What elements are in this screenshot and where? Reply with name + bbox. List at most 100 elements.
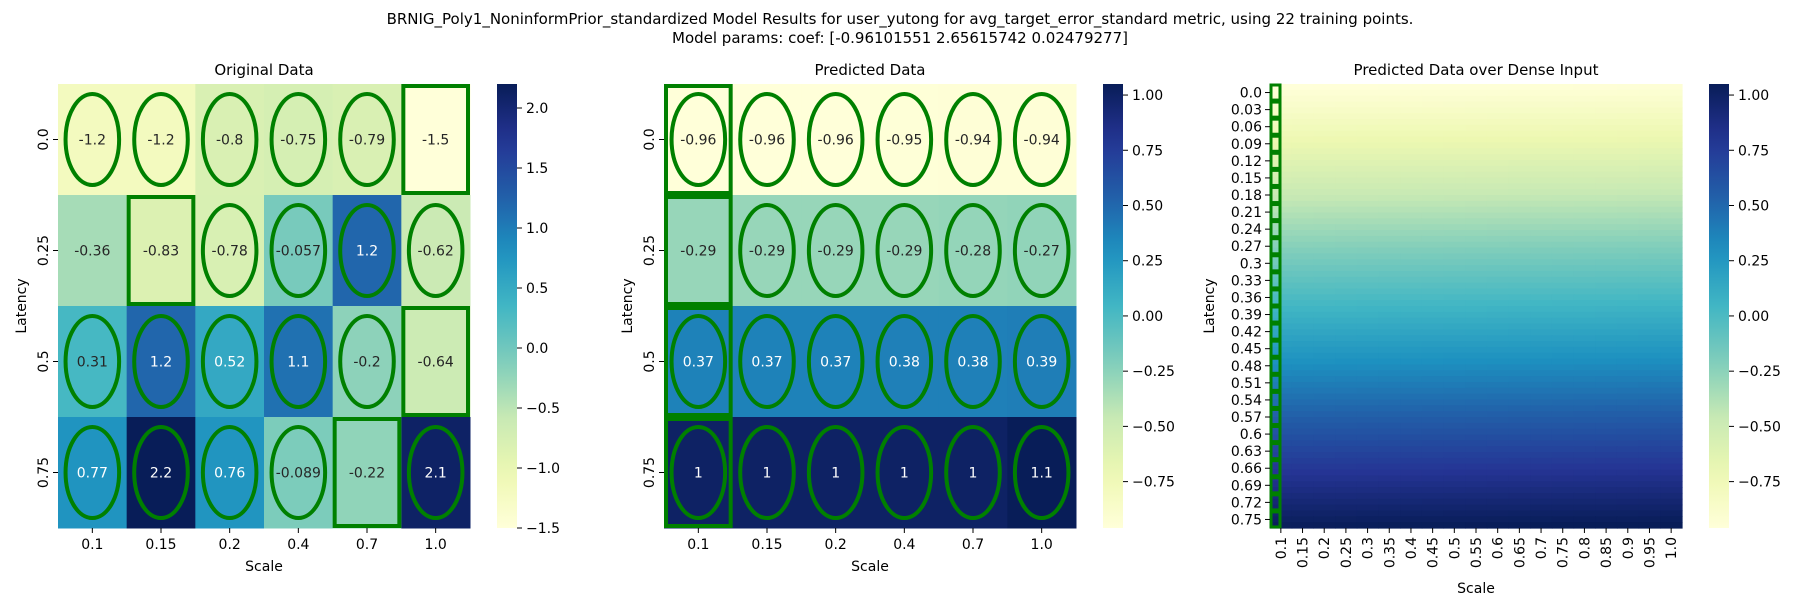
dense-heatmap-cell [1443, 224, 1466, 231]
dense-heatmap-cell [1291, 457, 1314, 465]
dense-heatmap-cell [1400, 376, 1423, 383]
dense-heatmap-cell [1638, 346, 1661, 354]
dense-heatmap-cell [1573, 399, 1596, 406]
dense-heatmap-cell [1465, 341, 1488, 348]
dense-heatmap-cell [1530, 306, 1553, 313]
dense-heatmap-cell [1595, 434, 1618, 441]
dense-heatmap-cell [1508, 481, 1531, 488]
dense-heatmap-cell [1573, 475, 1596, 482]
dense-heatmap-cell [1486, 381, 1510, 389]
dense-heatmap-cell [1335, 124, 1358, 132]
dense-heatmap-cell [1508, 95, 1531, 103]
dense-heatmap-cell [1616, 136, 1640, 144]
dense-heatmap-cell [1378, 516, 1401, 523]
dense-heatmap-cell [1356, 434, 1380, 441]
y-tick-label: 0.36 [1231, 290, 1262, 306]
cell-value-label: -0.96 [749, 133, 785, 149]
dense-heatmap-cell [1660, 154, 1683, 161]
dense-heatmap-cell [1291, 171, 1314, 179]
dense-heatmap-cell [1335, 89, 1358, 97]
dense-heatmap-cell [1551, 370, 1575, 377]
dense-heatmap-cell [1616, 171, 1640, 179]
dense-heatmap-cell [1335, 352, 1358, 360]
dense-heatmap-cell [1335, 446, 1358, 453]
dense-heatmap-cell [1486, 434, 1510, 441]
dense-heatmap-cell [1356, 294, 1380, 301]
dense-heatmap-cell [1660, 387, 1683, 395]
dense-heatmap-cell [1291, 323, 1314, 330]
dense-heatmap-cell [1443, 142, 1466, 149]
dense-heatmap-cell [1443, 440, 1466, 447]
dense-heatmap-cell [1551, 487, 1575, 494]
dense-heatmap-cell [1530, 452, 1553, 459]
dense-heatmap-cell [1400, 95, 1423, 103]
dense-heatmap-cell [1616, 492, 1640, 500]
dense-heatmap-cell [1356, 270, 1380, 278]
dense-heatmap-cell [1378, 107, 1401, 114]
training-point-marker [806, 313, 865, 410]
cell-value-label: 1.1 [1031, 466, 1053, 482]
dense-heatmap-cell [1595, 235, 1618, 243]
colorbar-tick-label: −0.50 [1738, 419, 1781, 435]
dense-heatmap-cell [1313, 358, 1336, 366]
dense-heatmap-cell [1421, 113, 1445, 120]
dense-heatmap-cell [1573, 434, 1596, 441]
dense-heatmap-cell [1400, 294, 1423, 301]
dense-heatmap-cell [1551, 195, 1575, 202]
dense-heatmap-cell [1291, 218, 1314, 225]
dense-heatmap-cell [1530, 504, 1553, 512]
dense-heatmap-cell [1638, 195, 1661, 202]
dense-heatmap-cell [1465, 411, 1488, 418]
dense-marker [1269, 254, 1282, 273]
dense-heatmap-cell [1530, 294, 1553, 301]
dense-heatmap-cell [1400, 317, 1423, 325]
dense-heatmap-cell [1660, 230, 1683, 237]
dense-heatmap-cell [1335, 189, 1358, 196]
dense-heatmap-cell [1378, 241, 1401, 249]
dense-heatmap-cell [1400, 165, 1423, 173]
heatmap-cell [801, 306, 871, 418]
cell-value-label: -0.79 [349, 133, 385, 149]
dense-heatmap-cell [1421, 119, 1445, 126]
dense-heatmap-cell [1530, 335, 1553, 342]
dense-heatmap-cell [1638, 469, 1661, 477]
dense-heatmap-cell [1421, 195, 1445, 202]
dense-heatmap-cell [1378, 95, 1401, 103]
colorbar-tick-label: 0.75 [1132, 143, 1163, 159]
dense-heatmap-cell [1356, 376, 1380, 383]
dense-heatmap-cell [1356, 475, 1380, 482]
dense-heatmap-cell [1291, 381, 1314, 389]
dense-marker [1269, 407, 1282, 427]
dense-marker [1269, 476, 1282, 495]
dense-heatmap-cell [1595, 276, 1618, 284]
cell-value-label: -0.62 [418, 244, 454, 260]
cell-value-label: -1.2 [79, 133, 106, 149]
dense-heatmap-cell [1660, 399, 1683, 406]
dense-heatmap-cell [1551, 434, 1575, 441]
cell-value-label: -0.057 [276, 244, 321, 260]
dense-heatmap-cell [1335, 171, 1358, 179]
dense-heatmap-cell [1616, 411, 1640, 418]
dense-heatmap-cell [1356, 317, 1380, 325]
dense-heatmap-cell [1660, 510, 1683, 517]
dense-heatmap-cell [1291, 452, 1314, 459]
dense-predicted-heatmap: 0.1 0.15 0.2 0.25 0.3 0.35 0.4 0.45 0.5 0.55 0.6 0.… [1202, 61, 1781, 597]
dense-heatmap-cell [1356, 183, 1380, 190]
dense-heatmap-cell [1421, 89, 1445, 97]
dense-heatmap-cell [1660, 148, 1683, 155]
dense-heatmap-cell [1638, 183, 1661, 190]
dense-heatmap-cell [1573, 492, 1596, 500]
dense-heatmap-cell [1486, 422, 1510, 430]
dense-heatmap-cell [1465, 294, 1488, 301]
dense-heatmap-cell [1616, 469, 1640, 477]
dense-heatmap-cell [1313, 457, 1336, 465]
dense-heatmap-cell [1291, 84, 1314, 91]
dense-heatmap-cell [1313, 136, 1336, 144]
dense-heatmap-cell [1443, 107, 1466, 114]
dense-heatmap-cell [1551, 142, 1575, 149]
dense-heatmap-cell [1508, 428, 1531, 436]
dense-heatmap-cell [1465, 282, 1488, 290]
dense-heatmap-cell [1421, 124, 1445, 132]
dense-heatmap-cell [1486, 428, 1510, 436]
dense-heatmap-cell [1421, 224, 1445, 231]
